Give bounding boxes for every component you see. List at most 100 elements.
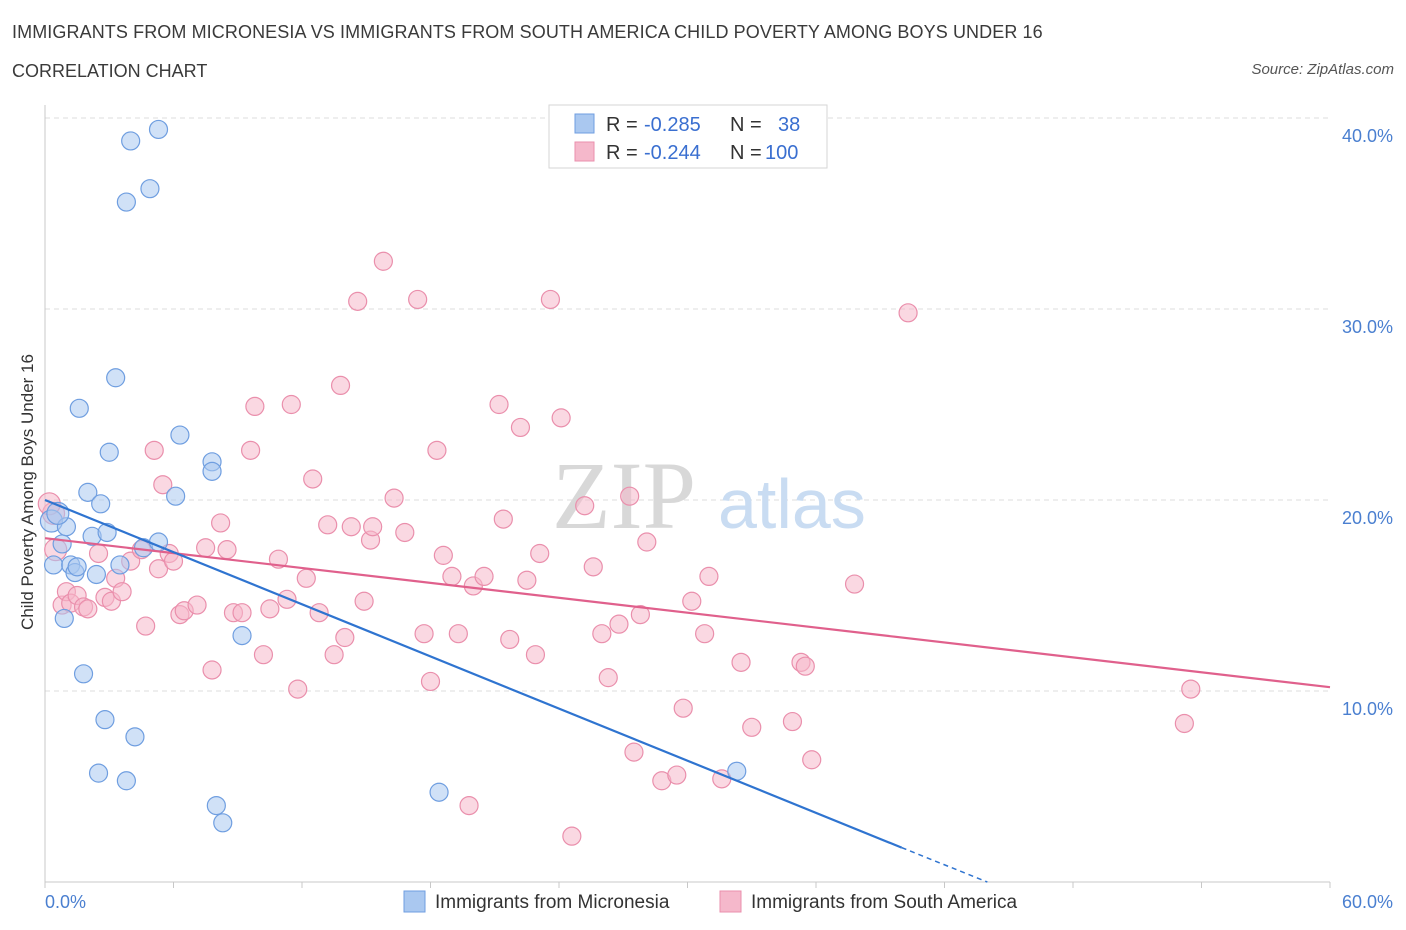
bottom-legend-label-micronesia: Immigrants from Micronesia	[435, 892, 670, 913]
micronesia-point-10	[78, 482, 98, 502]
legend-r-label-2: R =	[606, 142, 638, 164]
micronesia-point-15	[95, 710, 115, 730]
south-america-point-44	[335, 627, 355, 648]
micronesia-point-19	[116, 771, 136, 791]
micronesia-point-24	[140, 179, 160, 199]
south-america-point-41	[318, 515, 338, 535]
watermark-atlas: atlas	[718, 465, 866, 543]
south-america-point-95	[844, 574, 865, 594]
south-america-point-58	[442, 566, 462, 587]
micronesia-point-16	[99, 442, 119, 462]
south-america-point-23	[187, 595, 207, 615]
south-america-point-71	[551, 408, 571, 428]
south-america-point-45	[341, 517, 361, 537]
y-tick-label-2: 30.0%	[1342, 317, 1393, 337]
micronesia-point-21	[121, 131, 141, 151]
south-america-point-15	[136, 616, 156, 636]
south-america-point-70	[540, 289, 561, 310]
micronesia-point-14	[91, 494, 111, 514]
south-america-point-43	[330, 375, 351, 395]
legend-swatch-south-america	[574, 141, 595, 162]
south-america-point-38	[296, 568, 316, 588]
south-america-point-16	[144, 440, 164, 460]
micronesia-trend-extension	[901, 846, 988, 883]
south-america-point-36	[281, 394, 301, 415]
south-america-point-89	[731, 652, 751, 672]
south-america-point-12	[112, 582, 132, 602]
south-america-point-53	[408, 289, 428, 310]
micronesia-point-26	[148, 119, 169, 140]
south-america-point-96	[898, 303, 918, 323]
south-america-point-26	[211, 513, 231, 533]
micronesia-point-31	[206, 795, 226, 816]
micronesia-point-28	[170, 425, 190, 445]
south-america-point-79	[624, 742, 644, 762]
south-america-point-31	[245, 396, 265, 417]
legend-n-value-2: 100	[765, 142, 798, 164]
south-america-point-84	[673, 698, 693, 718]
south-america-point-59	[448, 624, 468, 644]
south-america-point-97	[1174, 713, 1194, 734]
bottom-legend-label-south-america: Immigrants from South America	[751, 892, 1018, 913]
series-legend: Immigrants from Micronesia Immigrants fr…	[403, 890, 1018, 913]
south-america-point-33	[260, 599, 280, 619]
micronesia-point-17	[106, 368, 126, 388]
legend-n-label-2: N =	[730, 142, 762, 164]
south-america-point-56	[427, 440, 447, 460]
south-america-point-66	[510, 417, 531, 438]
south-america-point-86	[695, 624, 715, 644]
south-america-point-37	[288, 679, 308, 699]
micronesia-point-34	[429, 782, 449, 802]
south-america-point-90	[742, 717, 762, 737]
south-america-point-42	[324, 645, 344, 665]
micronesia-point-9	[73, 664, 94, 684]
micronesia-point-20	[116, 192, 136, 212]
micronesia-point-7	[67, 557, 87, 577]
legend-r-value-2: -0.244	[644, 142, 701, 164]
south-america-point-47	[354, 591, 374, 611]
micronesia-point-3	[54, 608, 74, 629]
micronesia-point-8	[69, 398, 89, 418]
south-america-point-67	[517, 570, 537, 590]
south-america-point-50	[373, 251, 393, 271]
south-america-point-64	[493, 509, 513, 529]
south-america-point-40	[309, 603, 329, 623]
x-tick-label-1: 60.0%	[1342, 892, 1393, 912]
south-america-point-32	[253, 645, 274, 665]
x-tick-label-0: 0.0%	[45, 892, 86, 912]
south-america-point-77	[609, 614, 629, 634]
source-label: Source: ZipAtlas.com	[1251, 61, 1394, 78]
south-america-point-91	[782, 711, 803, 732]
legend-r-value-1: -0.285	[644, 114, 701, 136]
south-america-point-76	[598, 668, 618, 688]
micronesia-point-27	[166, 486, 186, 506]
south-america-point-46	[348, 291, 368, 311]
micronesia-point-18	[110, 555, 130, 575]
y-tick-label-0: 10.0%	[1342, 699, 1393, 719]
south-america-point-74	[583, 557, 603, 577]
chart-subtitle: CORRELATION CHART	[12, 61, 208, 81]
micronesia-point-1	[43, 555, 64, 575]
south-america-point-87	[699, 566, 719, 587]
micronesia-trend-line	[44, 498, 903, 849]
south-america-point-93	[795, 656, 815, 676]
south-america-point-63	[489, 394, 509, 415]
south-america-point-27	[217, 540, 237, 560]
micronesia-point-2	[52, 534, 72, 554]
legend-n-label-1: N =	[730, 114, 762, 136]
south-america-point-25	[202, 660, 222, 680]
south-america-point-18	[153, 475, 173, 495]
micronesia-point-30	[202, 461, 222, 481]
chart-title: IMMIGRANTS FROM MICRONESIA VS IMMIGRANTS…	[12, 22, 1043, 42]
south-america-point-17	[148, 559, 169, 579]
legend-r-label-1: R =	[606, 114, 638, 136]
south-america-point-94	[802, 750, 822, 770]
south-america-point-83	[667, 765, 687, 785]
y-tick-label-1: 20.0%	[1342, 508, 1393, 528]
south-america-point-29	[232, 603, 252, 623]
micronesia-points	[39, 119, 747, 833]
south-america-point-78	[620, 486, 640, 506]
micronesia-point-33	[232, 626, 252, 646]
legend-n-value-1: 38	[778, 114, 800, 136]
